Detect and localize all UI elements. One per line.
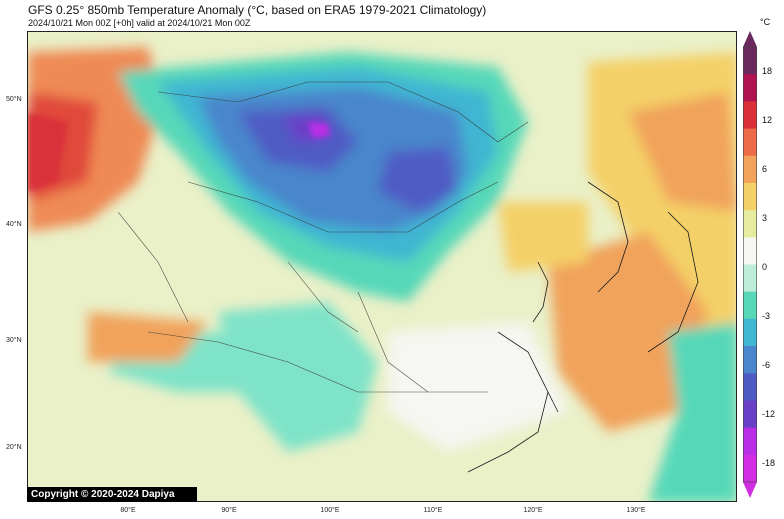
colorbar-bottom-extension xyxy=(743,482,757,498)
copyright-banner: Copyright © 2020-2024 Dapiya xyxy=(27,487,197,502)
colorbar-segment xyxy=(743,237,757,265)
colorbar-tick-0: 0 xyxy=(762,262,768,272)
colorbar-unit: °C xyxy=(760,17,771,27)
colorbar-outline xyxy=(743,46,757,483)
colorbar-tick-6: 6 xyxy=(762,164,768,174)
lat-label-30: 30°N xyxy=(6,337,22,344)
colorbar-segment xyxy=(743,454,757,483)
colorbar-segment xyxy=(743,47,757,75)
colorbar-segment xyxy=(743,74,757,102)
colorbar-tick-12: 12 xyxy=(762,115,773,125)
colorbar xyxy=(743,31,757,498)
colorbar-tick-18: 18 xyxy=(762,66,773,76)
lon-label-80: 80°E xyxy=(120,507,136,514)
colorbar-tick-minus12: -12 xyxy=(762,409,776,419)
map-title: GFS 0.25° 850mb Temperature Anomaly (°C,… xyxy=(28,3,487,17)
colorbar-segment xyxy=(743,400,757,429)
lat-label-40: 40°N xyxy=(6,221,22,228)
colorbar-segment xyxy=(743,318,757,347)
colorbar-tick-minus6: -6 xyxy=(762,360,771,370)
colorbar-segment xyxy=(743,373,757,401)
colorbar-tick-minus18: -18 xyxy=(762,458,776,468)
lon-label-120: 120°E xyxy=(523,507,543,514)
lon-label-90: 90°E xyxy=(221,507,237,514)
colorbar-segment xyxy=(743,128,757,157)
lon-label-100: 100°E xyxy=(320,507,340,514)
lat-label-50: 50°N xyxy=(6,96,22,103)
colorbar-top-extension xyxy=(743,31,757,47)
colorbar-segment xyxy=(743,264,757,293)
colorbar-segment xyxy=(743,101,757,130)
colorbar-tick-minus3: -3 xyxy=(762,311,771,321)
colorbar-segment xyxy=(743,346,757,374)
lon-label-130: 130°E xyxy=(626,507,646,514)
colorbar-segment xyxy=(743,291,757,320)
colorbar-segment xyxy=(743,155,757,184)
colorbar-segment xyxy=(743,427,757,456)
lat-label-20: 20°N xyxy=(6,444,22,451)
lon-label-110: 110°E xyxy=(423,507,443,514)
map-panel xyxy=(27,31,737,502)
colorbar-segment xyxy=(743,210,757,238)
map-subtitle: 2024/10/21 Mon 00Z [+0h] valid at 2024/1… xyxy=(28,18,251,28)
colorbar-segment xyxy=(743,182,757,211)
anomaly-field xyxy=(28,32,736,501)
colorbar-tick-3: 3 xyxy=(762,213,768,223)
